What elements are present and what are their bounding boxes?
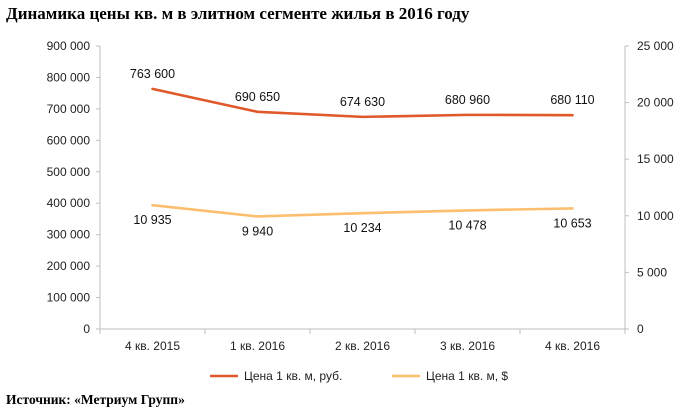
x-tick-label: 1 кв. 2016 <box>230 339 285 353</box>
data-label: 10 653 <box>553 216 591 230</box>
left-tick-label: 200 000 <box>47 259 91 273</box>
x-tick-label: 3 кв. 2016 <box>440 339 495 353</box>
x-axis-ticks: 4 кв. 2015 1 кв. 2016 2 кв. 2016 3 кв. 2016… <box>99 329 626 353</box>
left-tick-label: 900 000 <box>47 39 91 53</box>
chart-title: Динамика цены кв. м в элитном сегменте ж… <box>6 4 470 23</box>
x-tick-label: 4 кв. 2015 <box>125 339 180 353</box>
x-tick-label: 2 кв. 2016 <box>335 339 390 353</box>
data-label: 763 600 <box>130 67 175 81</box>
data-label: 674 630 <box>340 95 385 109</box>
left-tick-label: 300 000 <box>47 228 91 242</box>
x-tick-label: 4 кв. 2016 <box>545 339 600 353</box>
right-tick-label: 0 <box>637 322 644 336</box>
data-labels: 763 600 690 650 674 630 680 960 680 110 10 93… <box>130 67 595 239</box>
left-tick-label: 400 000 <box>47 196 91 210</box>
right-tick-label: 10 000 <box>637 209 674 223</box>
left-tick-label: 0 <box>83 322 90 336</box>
right-tick-label: 15 000 <box>637 152 674 166</box>
data-label: 9 940 <box>242 224 273 238</box>
left-tick-label: 100 000 <box>47 291 91 305</box>
data-label: 690 650 <box>235 90 280 104</box>
left-axis-ticks: 0 100 000 200 000 300 000 400 000 500 000 600 … <box>47 39 100 336</box>
left-tick-label: 800 000 <box>47 70 91 84</box>
series-group <box>151 87 574 218</box>
right-tick-label: 20 000 <box>637 96 674 110</box>
data-label: 680 960 <box>445 93 490 107</box>
right-tick-label: 5 000 <box>637 265 667 279</box>
data-label: 10 478 <box>448 218 486 232</box>
right-axis-ticks: 0 5 000 10 000 15 000 20 000 25 000 <box>625 39 674 336</box>
data-label: 10 935 <box>133 213 171 227</box>
left-tick-label: 600 000 <box>47 133 91 147</box>
legend-label: Цена 1 кв. м, $ <box>426 369 508 383</box>
left-tick-label: 500 000 <box>47 165 91 179</box>
series-line-2 <box>151 203 574 218</box>
right-tick-label: 25 000 <box>637 39 674 53</box>
data-label: 680 110 <box>550 93 594 107</box>
data-label: 10 234 <box>343 221 381 235</box>
series-line-1 <box>151 87 574 119</box>
legend: Цена 1 кв. м, руб. Цена 1 кв. м, $ <box>210 369 508 383</box>
left-tick-label: 700 000 <box>47 102 91 116</box>
source-note: Источник: «Метриум Групп» <box>6 392 185 407</box>
legend-label: Цена 1 кв. м, руб. <box>244 369 342 383</box>
